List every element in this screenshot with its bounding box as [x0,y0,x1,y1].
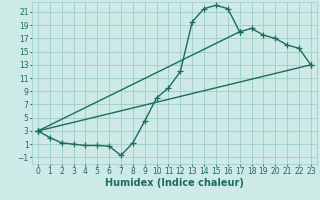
X-axis label: Humidex (Indice chaleur): Humidex (Indice chaleur) [105,178,244,188]
